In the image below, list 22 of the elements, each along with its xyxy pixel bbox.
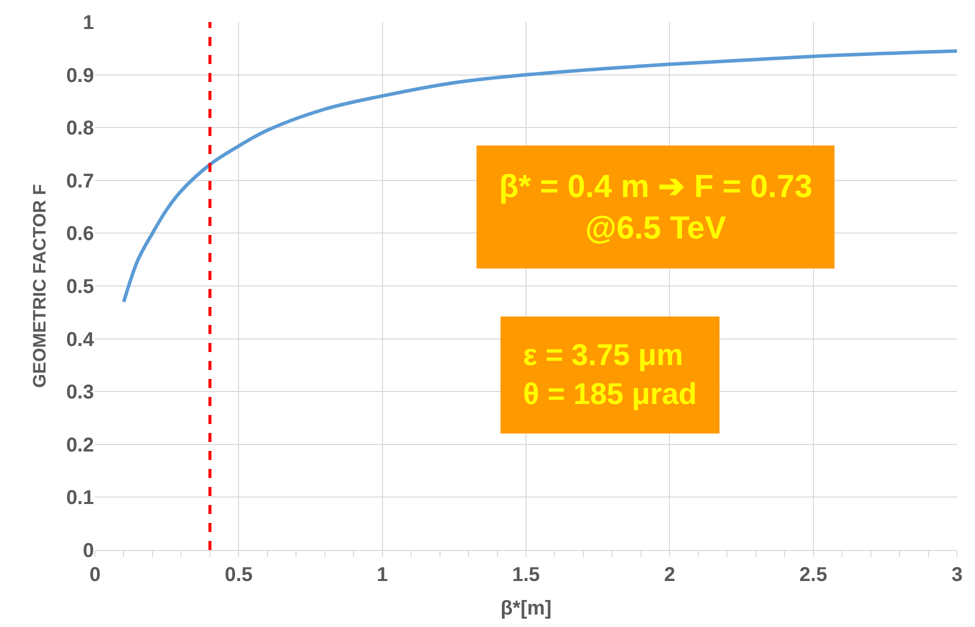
- line-series: [122, 49, 957, 304]
- x-tick-label: 0.5: [224, 564, 253, 586]
- y-tick-label: 0.3: [66, 382, 94, 404]
- y-tick-label: 0.5: [66, 276, 94, 298]
- y-axis-title: GEOMETRIC FACTOR F: [29, 184, 50, 388]
- x-tick-label: 1: [376, 564, 388, 586]
- annotation: β* = 0.4 m ➔ F = 0.73 @6.5 TeV: [499, 168, 812, 246]
- x-axis-title: β*[m]: [500, 598, 552, 620]
- x-tick-label: 2.5: [799, 564, 828, 586]
- x-tick-label: 3: [951, 564, 963, 586]
- y-tick-label: 0.4: [66, 328, 95, 351]
- y-tick-label: 0.8: [66, 118, 94, 140]
- x-tick-label: 1.5: [512, 564, 540, 586]
- y-tick-label: 0.6: [66, 223, 94, 246]
- x-tick-label: 2: [664, 564, 676, 586]
- y-tick-label: 1: [82, 12, 94, 34]
- y-tick-label: 0.7: [66, 170, 94, 192]
- y-tick-label: 0.9: [66, 64, 94, 87]
- y-tick-label: 0.2: [66, 434, 94, 456]
- annotation: ε = 3.75 μm θ = 185 μrad: [523, 339, 697, 411]
- y-tick-label: 0.1: [66, 487, 94, 510]
- y-tick-label: 0: [82, 540, 94, 562]
